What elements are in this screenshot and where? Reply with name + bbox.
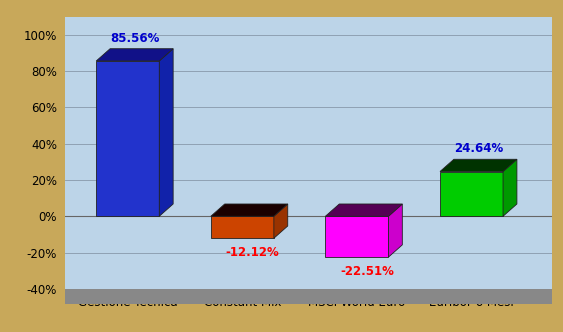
Polygon shape: [96, 61, 159, 216]
Polygon shape: [211, 204, 288, 216]
Polygon shape: [96, 49, 173, 61]
Polygon shape: [211, 216, 274, 238]
Polygon shape: [388, 204, 403, 257]
Text: -22.51%: -22.51%: [340, 265, 394, 278]
Text: 85.56%: 85.56%: [110, 32, 159, 44]
Text: -12.12%: -12.12%: [226, 246, 279, 259]
Text: 24.64%: 24.64%: [454, 142, 503, 155]
Polygon shape: [440, 172, 503, 216]
Polygon shape: [274, 204, 288, 238]
Polygon shape: [325, 216, 388, 257]
Polygon shape: [503, 159, 517, 216]
Polygon shape: [325, 204, 403, 216]
Polygon shape: [440, 159, 517, 172]
Polygon shape: [159, 49, 173, 216]
